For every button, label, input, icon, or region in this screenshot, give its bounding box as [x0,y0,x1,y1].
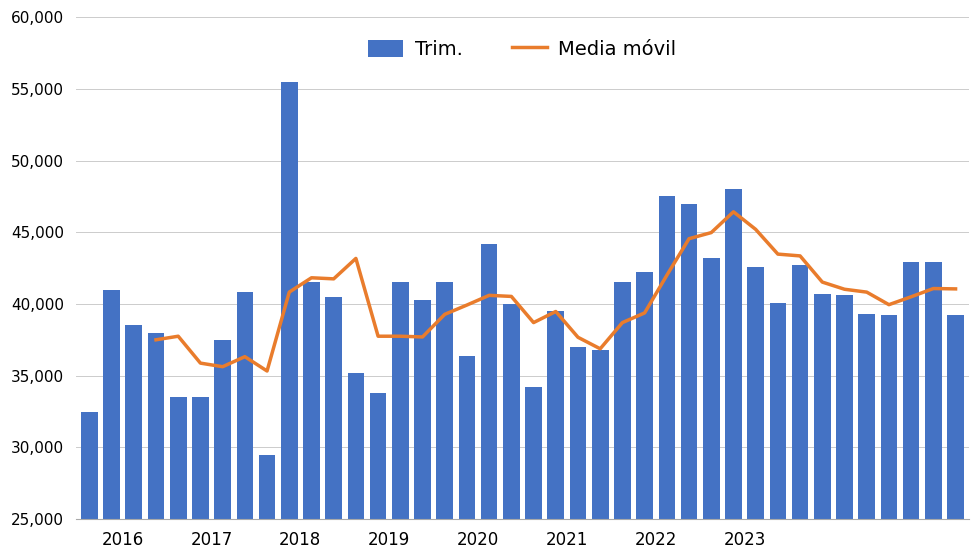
Bar [748,267,764,560]
Bar [703,258,719,560]
Bar [592,350,609,560]
Bar [259,455,275,560]
Bar [459,356,475,560]
Bar [170,397,186,560]
Bar [569,347,586,560]
Bar [659,197,675,560]
Bar [636,272,653,560]
Bar [192,397,209,560]
Bar [125,325,142,560]
Bar [548,311,564,560]
Bar [481,244,498,560]
Bar [792,265,808,560]
Bar [814,294,831,560]
Bar [369,393,386,560]
Bar [103,290,120,560]
Bar [836,295,853,560]
Bar [215,340,231,560]
Legend: Trim., Media móvil: Trim., Media móvil [361,32,684,67]
Bar [303,282,319,560]
Bar [681,203,698,560]
Bar [925,263,942,560]
Bar [415,300,431,560]
Bar [392,282,409,560]
Bar [525,387,542,560]
Bar [325,297,342,560]
Bar [236,292,253,560]
Bar [281,82,298,560]
Bar [769,302,786,560]
Bar [903,263,919,560]
Bar [614,282,631,560]
Bar [858,314,875,560]
Bar [725,189,742,560]
Bar [348,373,365,560]
Bar [148,333,165,560]
Bar [436,282,453,560]
Bar [81,412,98,560]
Bar [881,315,898,560]
Bar [503,304,519,560]
Bar [948,315,964,560]
